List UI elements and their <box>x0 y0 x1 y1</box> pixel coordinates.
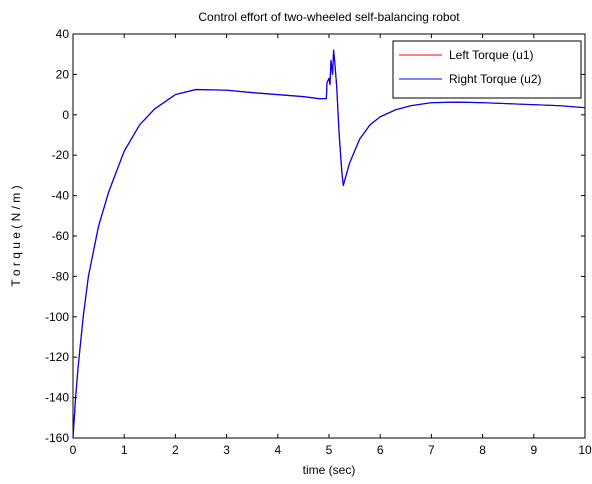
y-tick-label: -40 <box>52 189 70 203</box>
plot-area <box>72 33 586 439</box>
legend: Left Torque (u1) Right Torque (u2) <box>392 40 582 99</box>
y-tick-label: -20 <box>52 148 70 162</box>
y-tick-label: 0 <box>62 108 69 122</box>
y-tick-label: -100 <box>45 310 69 324</box>
x-tick-label: 4 <box>274 443 281 457</box>
chart-title: Control effort of two-wheeled self-balan… <box>198 10 460 24</box>
legend-label-right-torque: Right Torque (u2) <box>449 72 542 86</box>
legend-label-left-torque: Left Torque (u1) <box>449 48 534 62</box>
x-tick-label: 10 <box>578 443 592 457</box>
y-tick-label: -60 <box>52 229 70 243</box>
series-layer <box>72 49 586 439</box>
y-tick-label: -80 <box>52 269 70 283</box>
legend-box <box>392 40 582 99</box>
y-tick-label: 40 <box>56 27 70 41</box>
x-tick-label: 7 <box>428 443 435 457</box>
axis-ticks: 0 1 2 3 4 5 6 7 8 9 10 -160 -140 -120 -100 -80 -60 -40 -20… <box>45 27 592 457</box>
x-tick-label: 3 <box>223 443 230 457</box>
x-tick-label: 0 <box>70 443 77 457</box>
x-tick-label: 9 <box>530 443 537 457</box>
y-tick-label: -160 <box>45 431 69 445</box>
x-tick-label: 5 <box>326 443 333 457</box>
y-tick-label: 20 <box>56 67 70 81</box>
series-line-right-torque <box>72 49 586 439</box>
x-tick-label: 1 <box>121 443 128 457</box>
x-tick-label: 6 <box>377 443 384 457</box>
y-tick-label: -140 <box>45 391 69 405</box>
y-axis-label: T o r q u e ( N / m ) <box>9 185 23 286</box>
x-tick-label: 2 <box>172 443 179 457</box>
x-tick-label: 8 <box>479 443 486 457</box>
x-axis-label: time (sec) <box>303 463 356 477</box>
y-tick-label: -120 <box>45 350 69 364</box>
